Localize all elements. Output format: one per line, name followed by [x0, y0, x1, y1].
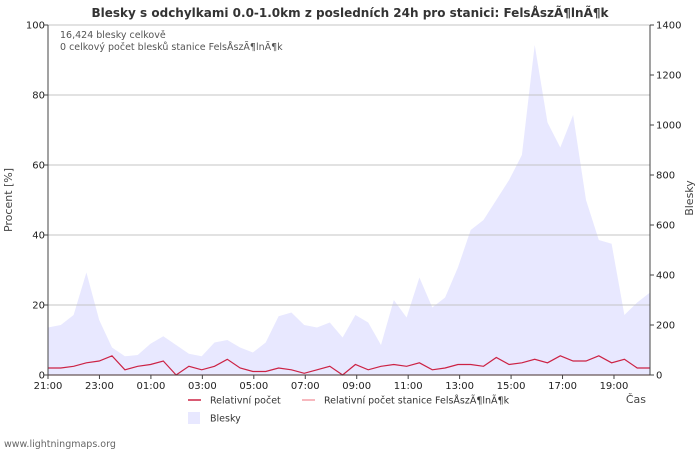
- chart-title: Blesky s odchylkami 0.0-1.0km z poslední…: [92, 5, 610, 20]
- x-tick-label: 03:00: [188, 381, 217, 392]
- y-left-tick-label: 0: [39, 371, 45, 382]
- x-tick-label: 09:00: [342, 381, 371, 392]
- y-axis-right-label: Blesky: [683, 180, 696, 216]
- y-right-tick-label: 600: [656, 221, 675, 232]
- x-tick-label: 21:00: [34, 381, 63, 392]
- legend-label: Blesky: [210, 414, 241, 425]
- footer-link[interactable]: www.lightningmaps.org: [4, 439, 116, 450]
- x-tick-label: 01:00: [136, 381, 165, 392]
- info-line-station: 0 celkový počet blesků stanice FelsÅszÃ¶…: [60, 41, 283, 53]
- x-tick-label: 23:00: [85, 381, 114, 392]
- y-left-tick-label: 40: [32, 231, 45, 242]
- x-tick-label: 15:00: [497, 381, 526, 392]
- x-tick-label: 11:00: [394, 381, 423, 392]
- y-right-tick-label: 200: [656, 321, 675, 332]
- y-right-tick-label: 1400: [656, 21, 681, 32]
- y-axis-left-label: Procent [%]: [2, 168, 15, 232]
- x-tick-label: 13:00: [445, 381, 474, 392]
- y-right-tick-label: 400: [656, 271, 675, 282]
- y-right-tick-label: 0: [656, 371, 662, 382]
- y-left-tick-label: 20: [32, 301, 45, 312]
- y-left-tick-label: 60: [32, 161, 45, 172]
- y-left-tick-label: 100: [26, 21, 45, 32]
- x-tick-label: 17:00: [548, 381, 577, 392]
- legend: Relativní počet Relativní počet stanice F…: [188, 395, 510, 425]
- y-right-tick-label: 1000: [656, 121, 681, 132]
- gridlines: [48, 24, 650, 306]
- info-line-total: 16,424 blesky celkově: [60, 30, 166, 41]
- legend-swatch-area: [188, 412, 200, 424]
- line-series-relative: [48, 355, 650, 376]
- x-tick-label: 19:00: [600, 381, 629, 392]
- y-left-tick-label: 80: [32, 91, 45, 102]
- x-tick-label: 07:00: [291, 381, 320, 392]
- area-blesky: [48, 45, 650, 375]
- axes: 020406080100020040060080010001200140021:…: [26, 21, 682, 393]
- x-tick-label: 05:00: [239, 381, 268, 392]
- y-right-tick-label: 1200: [656, 71, 681, 82]
- legend-label: Relativní počet stanice FelsÅszÃ¶lnÃ¶k: [324, 395, 510, 407]
- area-series-blesky: [48, 45, 650, 375]
- x-axis-label: Čas: [626, 393, 646, 406]
- y-right-tick-label: 800: [656, 171, 675, 182]
- legend-label: Relativní počet: [210, 396, 281, 407]
